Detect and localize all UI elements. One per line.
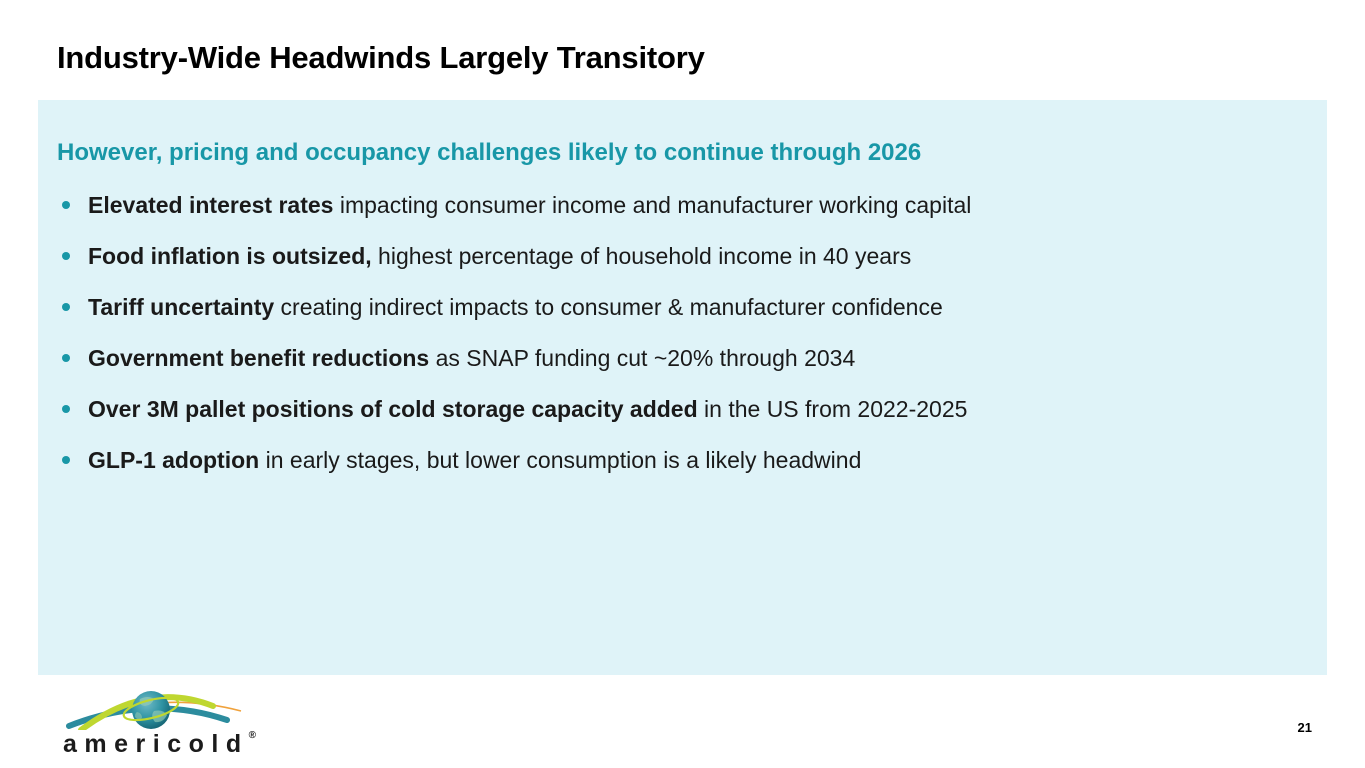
bullet-list: Elevated interest rates impacting consum… <box>57 191 1297 474</box>
list-item: Over 3M pallet positions of cold storage… <box>57 395 1297 423</box>
bullet-rest-text: creating indirect impacts to consumer & … <box>274 294 943 320</box>
box-heading: However, pricing and occupancy challenge… <box>57 139 922 166</box>
list-item: Tariff uncertainty creating indirect imp… <box>57 293 1297 321</box>
bullet-lead-text: Food inflation is outsized, <box>88 243 372 269</box>
bullet-dot-icon <box>62 303 70 311</box>
bullet-lead-text: Over 3M pallet positions of cold storage… <box>88 396 698 422</box>
registered-trademark-symbol: ® <box>248 730 256 741</box>
bullet-dot-icon <box>62 252 70 260</box>
bullet-lead-text: Government benefit reductions <box>88 345 430 371</box>
list-item: GLP-1 adoption in early stages, but lowe… <box>57 446 1297 474</box>
bullet-dot-icon <box>62 456 70 464</box>
bullet-lead-text: Elevated interest rates <box>88 192 334 218</box>
americold-globe-icon <box>66 691 242 730</box>
bullet-rest-text: in early stages, but lower consumption i… <box>259 447 862 473</box>
bullet-rest-text: in the US from 2022-2025 <box>697 396 968 422</box>
list-item: Food inflation is outsized, highest perc… <box>57 242 1297 270</box>
list-item: Elevated interest rates impacting consum… <box>57 191 1297 219</box>
bullet-lead-text: GLP-1 adoption <box>88 447 260 473</box>
list-item: Government benefit reductions as SNAP fu… <box>57 344 1297 372</box>
slide-title: Industry-Wide Headwinds Largely Transito… <box>57 40 705 75</box>
bullet-dot-icon <box>62 405 70 413</box>
bullet-rest-text: as SNAP funding cut ~20% through 2034 <box>429 345 856 371</box>
americold-logo: americold® <box>55 684 256 760</box>
bullet-lead-text: Tariff uncertainty <box>88 294 275 320</box>
page-number: 21 <box>1297 720 1312 735</box>
bullet-dot-icon <box>62 201 70 209</box>
highlight-content-box: However, pricing and occupancy challenge… <box>38 100 1327 675</box>
bullet-dot-icon <box>62 354 70 362</box>
bullet-rest-text: impacting consumer income and manufactur… <box>333 192 972 218</box>
logo-text: americold <box>63 730 249 758</box>
americold-wordmark: americold® <box>63 730 256 759</box>
bullet-rest-text: highest percentage of household income i… <box>371 243 912 269</box>
